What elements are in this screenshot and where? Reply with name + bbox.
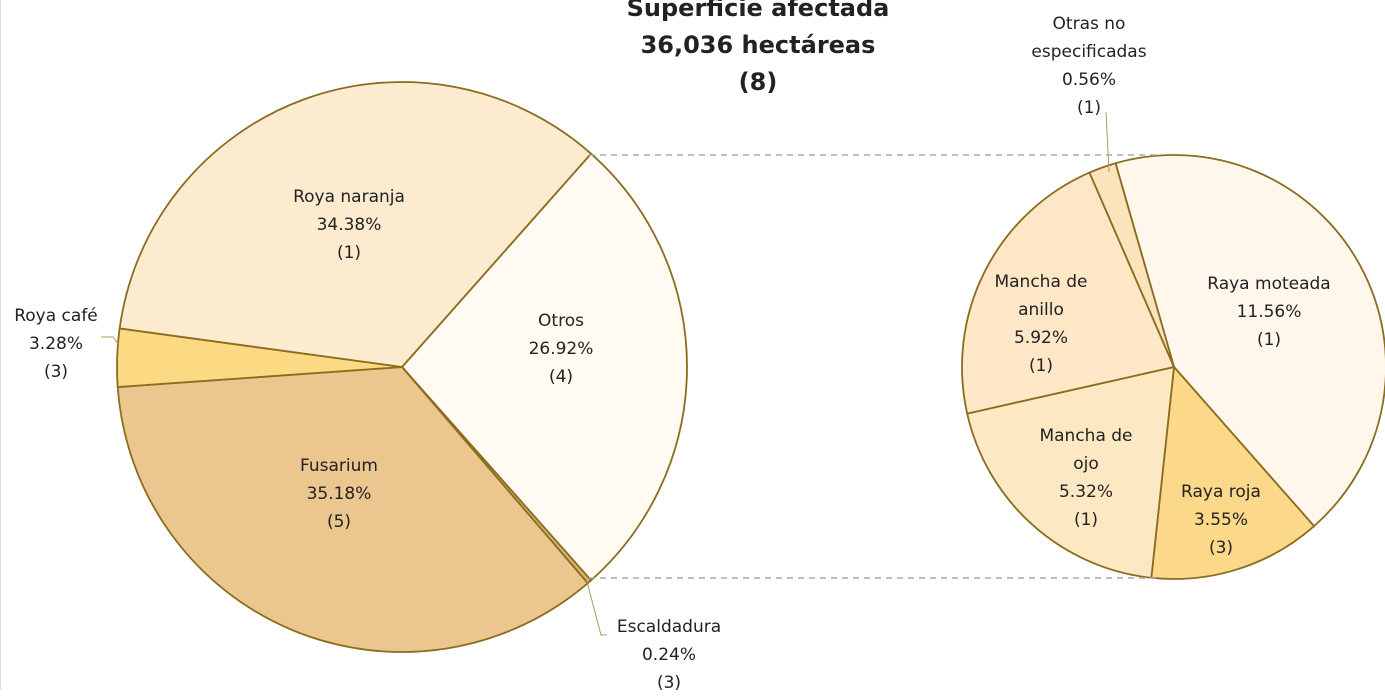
value-label: 35.18% (306, 484, 372, 504)
leader-line (585, 577, 607, 636)
title-block: Superficie afectada 36,036 hectáreas (8) (627, 0, 890, 101)
count-label: (1) (1256, 330, 1282, 350)
pie-slice (966, 365, 1176, 579)
category-label: Escaldadura (616, 617, 722, 637)
count-label: (3) (43, 362, 69, 382)
category-label: Roya naranja (293, 187, 405, 207)
slice-label: Roya naranja 34.38% (1) (249, 183, 449, 267)
value-label: 26.92% (528, 339, 594, 359)
slice-label: Otras no especificadas 0.56% (1) (1009, 10, 1169, 122)
leader-line (1105, 111, 1110, 173)
category-label: Raya roja (1181, 482, 1261, 502)
value-label: 0.24% (641, 645, 696, 665)
pie-slice (961, 171, 1176, 415)
category-label: Roya café (14, 306, 98, 326)
value-label: 11.56% (1236, 302, 1302, 322)
leader-line (101, 336, 120, 346)
slice-label: Raya moteada 11.56% (1) (1179, 270, 1359, 354)
chart-note: (8) (738, 68, 778, 96)
count-label: (1) (1073, 510, 1099, 530)
chart-subtitle: 36,036 hectáreas (640, 31, 876, 59)
category-label: Otras no especificadas (1031, 14, 1147, 62)
pie (961, 154, 1385, 580)
count-label: (3) (656, 673, 682, 693)
pie-slice (116, 366, 590, 653)
pie-slice (118, 81, 593, 368)
slice-label: Fusarium 35.18% (5) (259, 452, 419, 536)
slice-label: Raya roja 3.55% (3) (1166, 478, 1276, 562)
category-label: Raya moteada (1207, 274, 1331, 294)
pie-slice (1114, 154, 1385, 528)
value-label: 3.55% (1193, 510, 1248, 530)
value-label: 3.28% (28, 334, 83, 354)
pie-slice (400, 152, 688, 582)
category-label: Mancha de anillo (994, 272, 1088, 320)
value-label: 5.92% (1013, 328, 1068, 348)
chart-title: Superficie afectada (626, 0, 890, 22)
count-label: (1) (1028, 356, 1054, 376)
pie (116, 81, 688, 653)
count-label: (5) (326, 512, 352, 532)
value-label: 5.32% (1058, 482, 1113, 502)
pie-slice (1088, 162, 1175, 368)
category-label: Otros (538, 311, 584, 331)
slice-label: Roya café 3.28% (3) (1, 302, 111, 386)
count-label: (4) (548, 367, 574, 387)
slice-label: Mancha de anillo 5.92% (1) (989, 268, 1094, 380)
count-label: (1) (336, 243, 362, 263)
value-label: 34.38% (316, 215, 382, 235)
slice-label: Escaldadura 0.24% (3) (589, 613, 749, 697)
count-label: (3) (1208, 538, 1234, 558)
slice-label: Mancha de ojo 5.32% (1) (1034, 422, 1139, 534)
category-label: Mancha de ojo (1039, 426, 1133, 474)
value-label: 0.56% (1061, 70, 1116, 90)
count-label: (1) (1076, 98, 1102, 118)
category-label: Fusarium (300, 456, 378, 476)
slice-label: Otros 26.92% (4) (491, 307, 631, 391)
pie-slice (1150, 364, 1316, 580)
